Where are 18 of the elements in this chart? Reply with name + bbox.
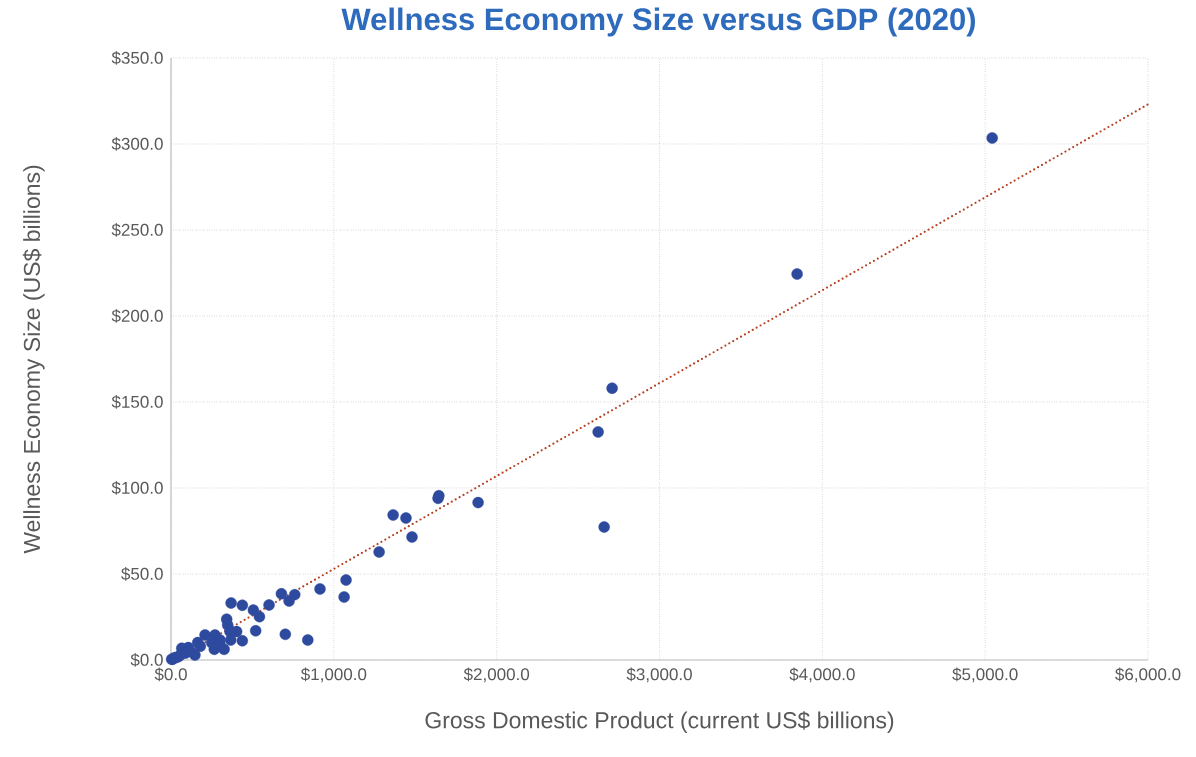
- y-tick-label: $150.0: [111, 395, 163, 409]
- x-tick-label: $4,000.0: [789, 667, 855, 683]
- x-tick-label: $0.0: [154, 667, 187, 682]
- y-tick-label: $250.0: [111, 223, 163, 237]
- x-tick-label: $3,000.0: [626, 667, 692, 683]
- x-tick-label: $6,000.0: [1115, 667, 1181, 683]
- y-tick-label: $50.0: [121, 567, 163, 581]
- y-tick-label: $0.0: [130, 653, 163, 667]
- x-tick-label: $5,000.0: [952, 667, 1018, 683]
- y-tick-label: $350.0: [111, 51, 163, 65]
- x-tick-label: $1,000.0: [300, 667, 367, 683]
- y-tick-label: $300.0: [111, 137, 163, 151]
- x-tick-label: $2,000.0: [463, 667, 530, 683]
- y-tick-label: $200.0: [111, 309, 163, 323]
- chart-title: Wellness Economy Size versus GDP (2020): [341, 7, 976, 37]
- y-tick-label: $100.0: [111, 481, 163, 495]
- x-axis-title: Gross Domestic Product (current US$ billions): [425, 711, 894, 733]
- y-axis-title: Wellness Economy Size (US$ billions): [22, 165, 45, 554]
